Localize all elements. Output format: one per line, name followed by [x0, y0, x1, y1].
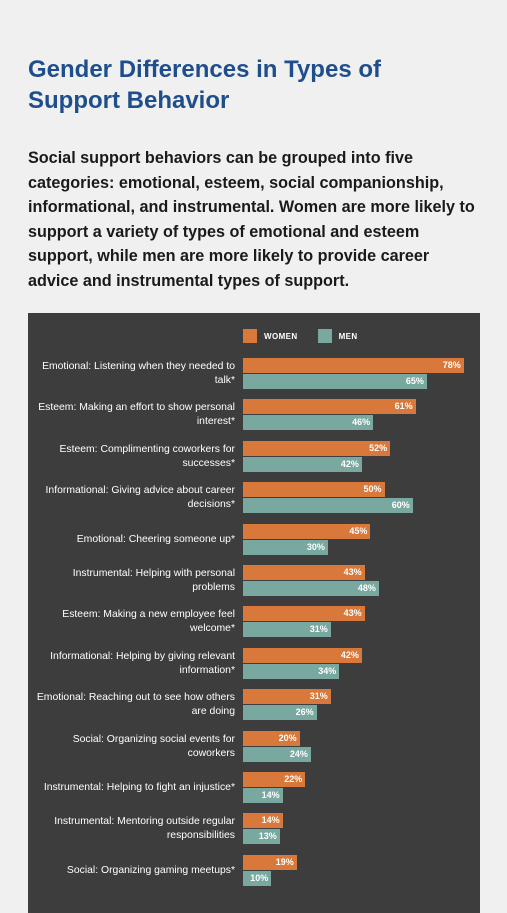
legend-label-women: WOMEN [264, 331, 298, 341]
intro-paragraph: Social support behaviors can be grouped … [28, 149, 475, 290]
value-label-men: 42% [340, 458, 359, 469]
bar-women: 45% [243, 523, 371, 539]
value-label-women: 42% [340, 649, 359, 660]
bar-women: 31% [243, 689, 331, 705]
value-label-men: 26% [295, 707, 314, 718]
value-label-men: 10% [250, 872, 269, 883]
value-label-men: 13% [258, 831, 277, 842]
chart-panel: WOMEN MEN Emotional: Listening when they… [28, 313, 480, 913]
bar-women: 20% [243, 730, 300, 746]
bar-men: 26% [243, 705, 317, 721]
value-label-men: 48% [357, 583, 376, 593]
value-label-women: 50% [363, 484, 382, 495]
category-label: Esteem: Making an effort to show persona… [38, 402, 235, 428]
chart-legend: WOMEN MEN [243, 329, 358, 343]
bar-men: 65% [243, 374, 427, 389]
legend-label-men: MEN [338, 331, 358, 341]
bar-women: 61% [243, 399, 416, 415]
category-label: Instrumental: Mentoring outside regular … [54, 816, 235, 842]
value-label-women: 52% [369, 442, 388, 453]
bar-men: 42% [243, 456, 362, 472]
value-label-women: 45% [349, 525, 368, 536]
bar-women: 22% [243, 772, 306, 787]
value-label-women: 43% [343, 567, 362, 577]
bar-men: 13% [243, 829, 280, 845]
bar-men: 14% [243, 788, 283, 803]
category-label: Esteem: Making a new employee feel welco… [62, 609, 235, 635]
bar-women: 42% [243, 647, 362, 663]
value-label-women: 43% [343, 608, 362, 619]
category-label: Social: Organizing gaming meetups* [66, 864, 235, 876]
bar-men: 10% [243, 870, 272, 886]
value-label-men: 60% [391, 500, 410, 511]
value-label-men: 34% [318, 665, 337, 676]
value-label-women: 22% [284, 774, 303, 784]
value-label-women: 20% [278, 732, 297, 743]
value-label-women: 14% [261, 815, 280, 826]
bar-women: 14% [243, 813, 283, 829]
value-label-men: 24% [289, 748, 308, 759]
page-title: Gender Differences in Types of Support B… [28, 56, 381, 114]
bar-men: 46% [243, 415, 374, 431]
bar-men: 34% [243, 663, 340, 679]
value-label-women: 78% [442, 360, 461, 370]
bar-women: 43% [243, 565, 365, 580]
value-label-men: 31% [309, 624, 328, 635]
category-label: Emotional: Listening when they needed to… [42, 361, 235, 386]
bar-women: 19% [243, 854, 297, 870]
category-label: Social: Organizing social events for cow… [72, 733, 235, 759]
value-label-women: 61% [394, 401, 413, 412]
value-label-women: 19% [275, 856, 294, 867]
category-label: Esteem: Complimenting coworkers for succ… [59, 443, 235, 469]
bar-men: 30% [243, 539, 328, 555]
bar-women: 78% [243, 358, 464, 373]
value-label-men: 46% [352, 417, 371, 428]
bar-men: 60% [243, 498, 413, 514]
category-label: Informational: Giving advice about caree… [45, 485, 235, 511]
bar-men: 24% [243, 746, 311, 762]
value-label-men: 14% [261, 790, 280, 800]
bar-men: 31% [243, 622, 331, 638]
bar-women: 50% [243, 482, 385, 498]
bar-women: 52% [243, 440, 391, 456]
legend-swatch-women [243, 329, 257, 343]
value-label-men: 65% [405, 376, 424, 386]
bar-women: 43% [243, 606, 365, 622]
category-label: Informational: Helping by giving relevan… [50, 650, 235, 676]
legend-swatch-men [317, 329, 332, 343]
category-label: Instrumental: Helping with personal prob… [72, 568, 235, 593]
category-label: Instrumental: Helping to fight an injust… [43, 782, 235, 793]
value-label-women: 31% [309, 691, 328, 702]
category-label: Emotional: Reaching out to see how other… [36, 692, 235, 718]
bar-men: 48% [243, 581, 379, 596]
value-label-men: 30% [306, 541, 325, 552]
category-label: Emotional: Cheering someone up* [76, 533, 235, 545]
